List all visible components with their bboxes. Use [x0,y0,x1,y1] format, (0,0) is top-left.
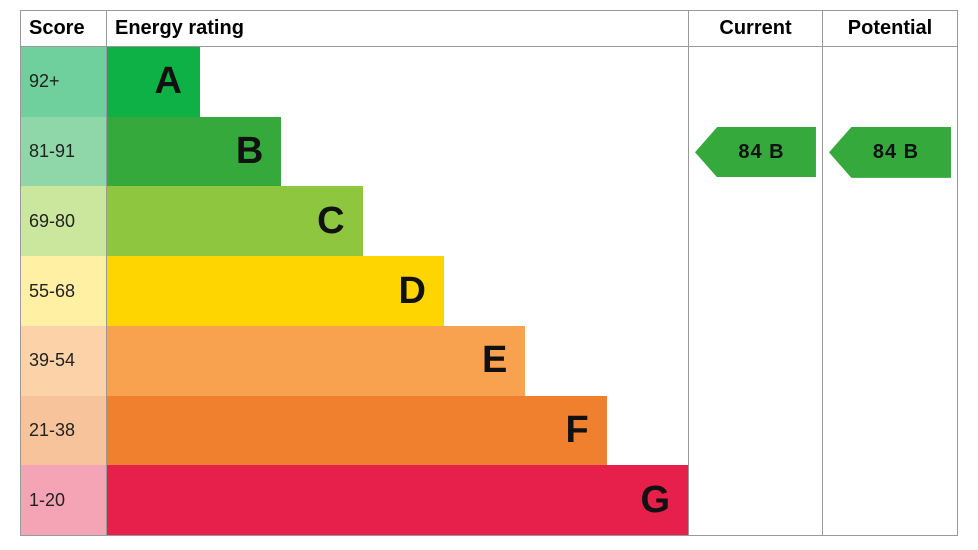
rating-bar-b: B [107,117,688,187]
rating-bar-c: C [107,186,688,256]
bar-letter: B [107,117,281,187]
score-cell: 21-38 [21,396,106,466]
score-column: 92+ 81-91 69-80 55-68 39-54 21-38 1-20 [21,47,107,535]
rating-bar-a: A [107,47,688,117]
score-cell: 69-80 [21,186,106,256]
rating-bar-f: F [107,396,688,466]
rating-bar-d: D [107,256,688,326]
bar-letter: C [107,186,363,256]
score-cell: 92+ [21,47,106,117]
score-cell: 39-54 [21,326,106,396]
rating-bars-column: A B C D E F G [107,47,689,535]
rating-bar-g: G [107,465,688,535]
bar-letter: A [107,47,200,117]
rating-arrow: 84 B [695,127,816,177]
score-cell: 81-91 [21,117,106,187]
header-score: Score [21,11,107,46]
current-column: 84 B [689,47,823,535]
rating-arrow-label: 84 B [726,141,784,164]
header-row: Score Energy rating Current Potential [20,10,958,46]
header-potential: Potential [823,11,957,46]
rating-arrow-label: 84 B [861,141,919,164]
potential-column: 84 B [823,47,957,535]
chart-body: 92+ 81-91 69-80 55-68 39-54 21-38 1-20 A… [20,46,958,536]
bar-letter: G [107,465,688,535]
header-current: Current [689,11,823,46]
rating-bar-e: E [107,326,688,396]
bar-letter: D [107,256,444,326]
bar-letter: F [107,396,607,466]
epc-chart: Score Energy rating Current Potential 92… [20,10,958,540]
score-cell: 1-20 [21,465,106,535]
bar-letter: E [107,326,525,396]
header-rating: Energy rating [107,11,689,46]
score-cell: 55-68 [21,256,106,326]
rating-arrow: 84 B [829,127,951,177]
